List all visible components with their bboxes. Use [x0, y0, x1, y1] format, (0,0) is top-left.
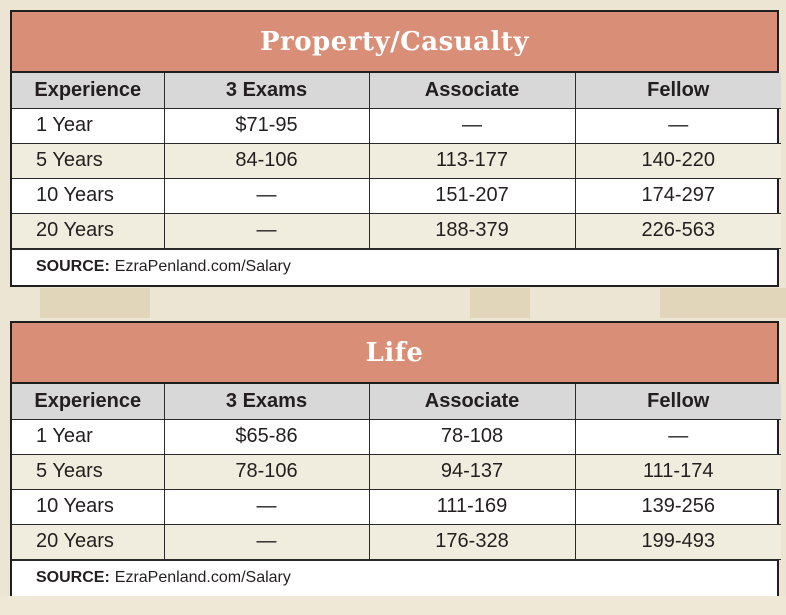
column-header-fellow: Fellow — [574, 73, 781, 109]
table-row: 10 Years — 111-169 139-256 — [12, 488, 781, 525]
table-cell: 151-207 — [368, 177, 576, 214]
table-cell: 5 Years — [12, 142, 165, 179]
table-cell: $71-95 — [163, 107, 370, 144]
salary-table: Experience 3 Exams Associate Fellow 1 Ye… — [12, 384, 781, 560]
column-header-associate: Associate — [368, 384, 576, 420]
source-text: EzraPenland.com/Salary — [114, 569, 291, 586]
table-cell: 1 Year — [12, 107, 165, 144]
table-cell: — — [163, 212, 370, 249]
table-cell: $65-86 — [163, 418, 370, 455]
table-cell: — — [368, 107, 576, 144]
background-decoration — [0, 596, 786, 615]
column-header-3-exams: 3 Exams — [163, 384, 370, 420]
table-cell: 78-106 — [163, 453, 370, 490]
source-label: SOURCE: — [36, 569, 110, 586]
table-row: 10 Years — 151-207 174-297 — [12, 177, 781, 214]
column-header-experience: Experience — [12, 384, 165, 420]
table-cell: 20 Years — [12, 523, 165, 560]
table-row: 1 Year $71-95 — — — [12, 107, 781, 144]
table-cell: — — [163, 523, 370, 560]
background-decoration — [40, 288, 150, 318]
source-note: SOURCE: EzraPenland.com/Salary — [12, 248, 777, 285]
property-casualty-table-panel: Property/Casualty Experience 3 Exams Ass… — [10, 10, 781, 287]
table-row: 1 Year $65-86 78-108 — — [12, 418, 781, 455]
table-cell: 226-563 — [574, 212, 781, 249]
background-decoration — [660, 288, 786, 318]
table-title: Life — [12, 323, 777, 384]
table-cell: 5 Years — [12, 453, 165, 490]
table-cell: 1 Year — [12, 418, 165, 455]
table-cell: 94-137 — [368, 453, 576, 490]
source-text: EzraPenland.com/Salary — [114, 258, 291, 275]
header-row: Experience 3 Exams Associate Fellow — [12, 73, 781, 109]
table-cell: 139-256 — [574, 488, 781, 525]
source-note: SOURCE: EzraPenland.com/Salary — [12, 559, 777, 596]
column-header-experience: Experience — [12, 73, 165, 109]
column-header-associate: Associate — [368, 73, 576, 109]
table-cell: — — [574, 418, 781, 455]
life-table-panel: Life Experience 3 Exams Associate Fellow… — [10, 321, 781, 596]
table-row: 5 Years 84-106 113-177 140-220 — [12, 142, 781, 179]
table-cell: 20 Years — [12, 212, 165, 249]
table-cell: 78-108 — [368, 418, 576, 455]
table-row: 20 Years — 188-379 226-563 — [12, 212, 781, 249]
table-cell: 111-174 — [574, 453, 781, 490]
source-label: SOURCE: — [36, 258, 110, 275]
table-cell: 113-177 — [368, 142, 576, 179]
table-cell: 140-220 — [574, 142, 781, 179]
table-row: 5 Years 78-106 94-137 111-174 — [12, 453, 781, 490]
table-cell: 188-379 — [368, 212, 576, 249]
table-row: 20 Years — 176-328 199-493 — [12, 523, 781, 560]
table-cell: 199-493 — [574, 523, 781, 560]
table-cell: 174-297 — [574, 177, 781, 214]
salary-table: Experience 3 Exams Associate Fellow 1 Ye… — [12, 73, 781, 249]
table-cell: 111-169 — [368, 488, 576, 525]
table-cell: — — [163, 488, 370, 525]
background-decoration — [470, 288, 530, 318]
table-cell: 10 Years — [12, 488, 165, 525]
table-cell: 10 Years — [12, 177, 165, 214]
table-cell: — — [163, 177, 370, 214]
table-cell: 84-106 — [163, 142, 370, 179]
table-cell: 176-328 — [368, 523, 576, 560]
header-row: Experience 3 Exams Associate Fellow — [12, 384, 781, 420]
table-title: Property/Casualty — [12, 12, 777, 73]
column-header-3-exams: 3 Exams — [163, 73, 370, 109]
column-header-fellow: Fellow — [574, 384, 781, 420]
table-cell: — — [574, 107, 781, 144]
